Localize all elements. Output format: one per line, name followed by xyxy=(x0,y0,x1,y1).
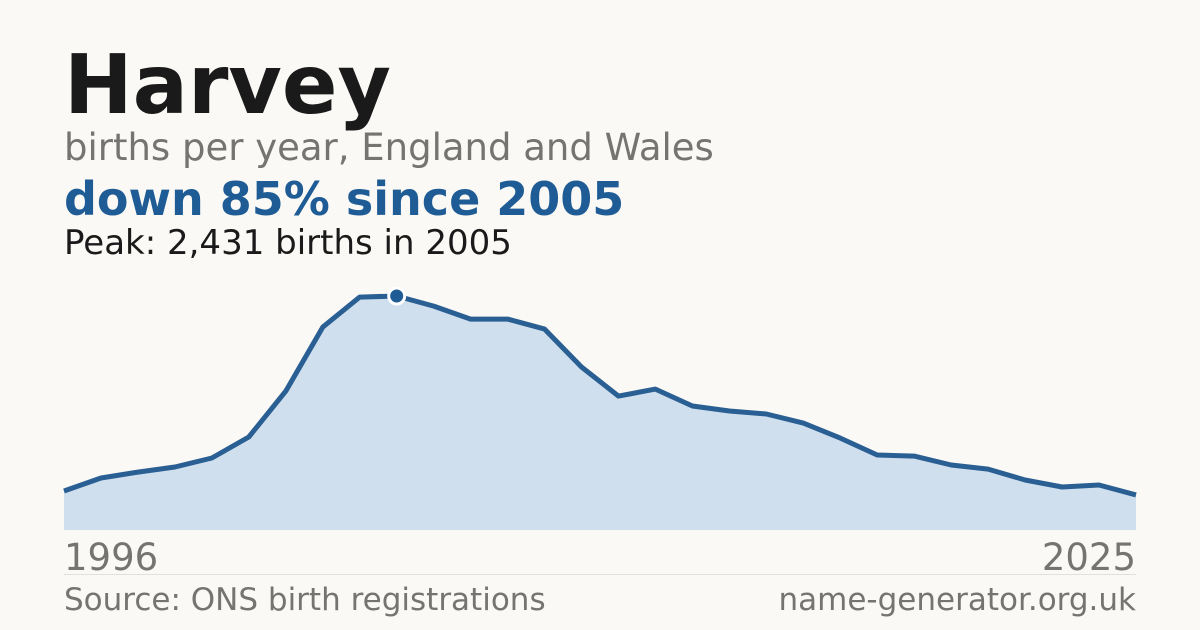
peak-annotation: Peak: 2,431 births in 2005 xyxy=(64,223,512,263)
line xyxy=(63,293,1137,498)
source: Source: ONS birth registrations xyxy=(64,582,546,618)
headline: down 85% since 2005 xyxy=(64,172,624,226)
title: Harvey xyxy=(64,38,391,133)
site: name-generator.org.uk xyxy=(779,582,1137,618)
x-tick-label: 1996 xyxy=(64,536,158,579)
peak-marker xyxy=(387,286,407,306)
x-tick-label: 2025 xyxy=(1042,536,1136,579)
area xyxy=(64,296,1136,530)
subtitle: births per year, England and Wales xyxy=(64,126,714,169)
